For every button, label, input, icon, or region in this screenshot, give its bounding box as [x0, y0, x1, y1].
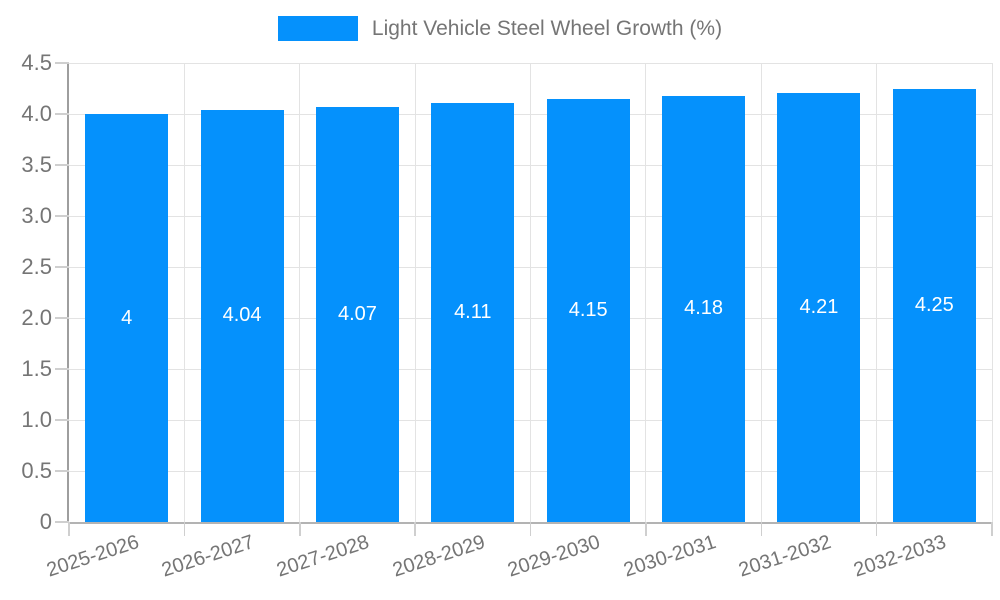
v-gridline — [876, 63, 878, 522]
bar[interactable]: 4.07 — [315, 106, 399, 522]
y-tick-label: 1.5 — [21, 356, 52, 381]
y-tick-label: 3.0 — [21, 203, 52, 228]
x-tick — [299, 522, 301, 536]
y-tick — [55, 521, 69, 523]
y-tick-label: 4.5 — [21, 50, 52, 75]
y-tick-label: 2.5 — [21, 254, 52, 279]
x-tick — [645, 522, 647, 536]
x-tick — [529, 522, 532, 536]
y-tick — [55, 470, 69, 472]
y-tick — [55, 164, 69, 166]
y-tick — [55, 419, 69, 421]
legend[interactable]: Light Vehicle Steel Wheel Growth (%) — [0, 16, 1000, 41]
y-tick — [55, 266, 69, 268]
v-gridline — [760, 63, 762, 522]
x-tick-label: 2029-2030 — [505, 531, 603, 582]
v-gridline — [645, 63, 647, 522]
x-tick-label: 2031-2032 — [735, 531, 834, 582]
bar[interactable]: 4.15 — [546, 98, 630, 522]
y-tick — [55, 317, 69, 319]
y-tick-label: 0.5 — [21, 458, 52, 483]
x-tick-label: 2027-2028 — [274, 531, 373, 582]
v-gridline — [183, 63, 185, 522]
bar[interactable]: 4.11 — [431, 102, 515, 522]
x-tick — [68, 522, 70, 536]
bar-value-label: 4.11 — [454, 300, 492, 323]
y-tick-label: 2.0 — [21, 305, 52, 330]
v-gridline — [414, 63, 416, 522]
x-tick — [183, 522, 186, 536]
bar[interactable]: 4.04 — [200, 109, 284, 522]
x-tick-label: 2025-2026 — [43, 531, 142, 582]
x-tick-label: 2026-2027 — [159, 531, 257, 582]
x-tick-label: 2028-2029 — [389, 531, 488, 582]
bar-value-label: 4.25 — [914, 293, 954, 316]
x-tick — [875, 522, 878, 536]
x-tick-label: 2032-2033 — [851, 531, 950, 582]
x-tick — [991, 522, 993, 536]
bar[interactable]: 4 — [85, 114, 169, 522]
x-tick — [760, 522, 762, 536]
y-tick-label: 1.0 — [21, 407, 52, 432]
bar[interactable]: 4.18 — [662, 95, 746, 522]
x-tick-label: 2030-2031 — [620, 531, 719, 582]
bar-value-label: 4 — [121, 306, 133, 329]
bar-value-label: 4.18 — [684, 297, 724, 320]
v-gridline — [299, 63, 301, 522]
x-tick — [414, 522, 416, 536]
bar-value-label: 4.07 — [337, 302, 377, 325]
bar-value-label: 4.04 — [222, 304, 262, 327]
y-tick — [55, 113, 69, 115]
v-gridline — [991, 63, 993, 522]
bar[interactable]: 4.21 — [777, 92, 861, 522]
bar[interactable]: 4.25 — [892, 88, 976, 522]
plot-area: 4 4.04 4.07 4.11 4.15 4.18 4.21 4.25 — [69, 62, 993, 522]
y-axis-line — [67, 63, 69, 522]
y-tick — [55, 368, 69, 370]
v-gridline — [530, 63, 531, 522]
legend-label: Light Vehicle Steel Wheel Growth (%) — [371, 16, 723, 40]
y-tick — [55, 215, 69, 217]
bar-value-label: 4.15 — [568, 298, 608, 321]
y-tick — [55, 62, 69, 64]
y-tick-label: 0 — [39, 509, 52, 534]
bar-value-label: 4.21 — [799, 295, 839, 318]
y-tick-label: 3.5 — [21, 152, 52, 177]
legend-swatch — [277, 16, 358, 41]
y-tick-label: 4.0 — [21, 101, 52, 126]
